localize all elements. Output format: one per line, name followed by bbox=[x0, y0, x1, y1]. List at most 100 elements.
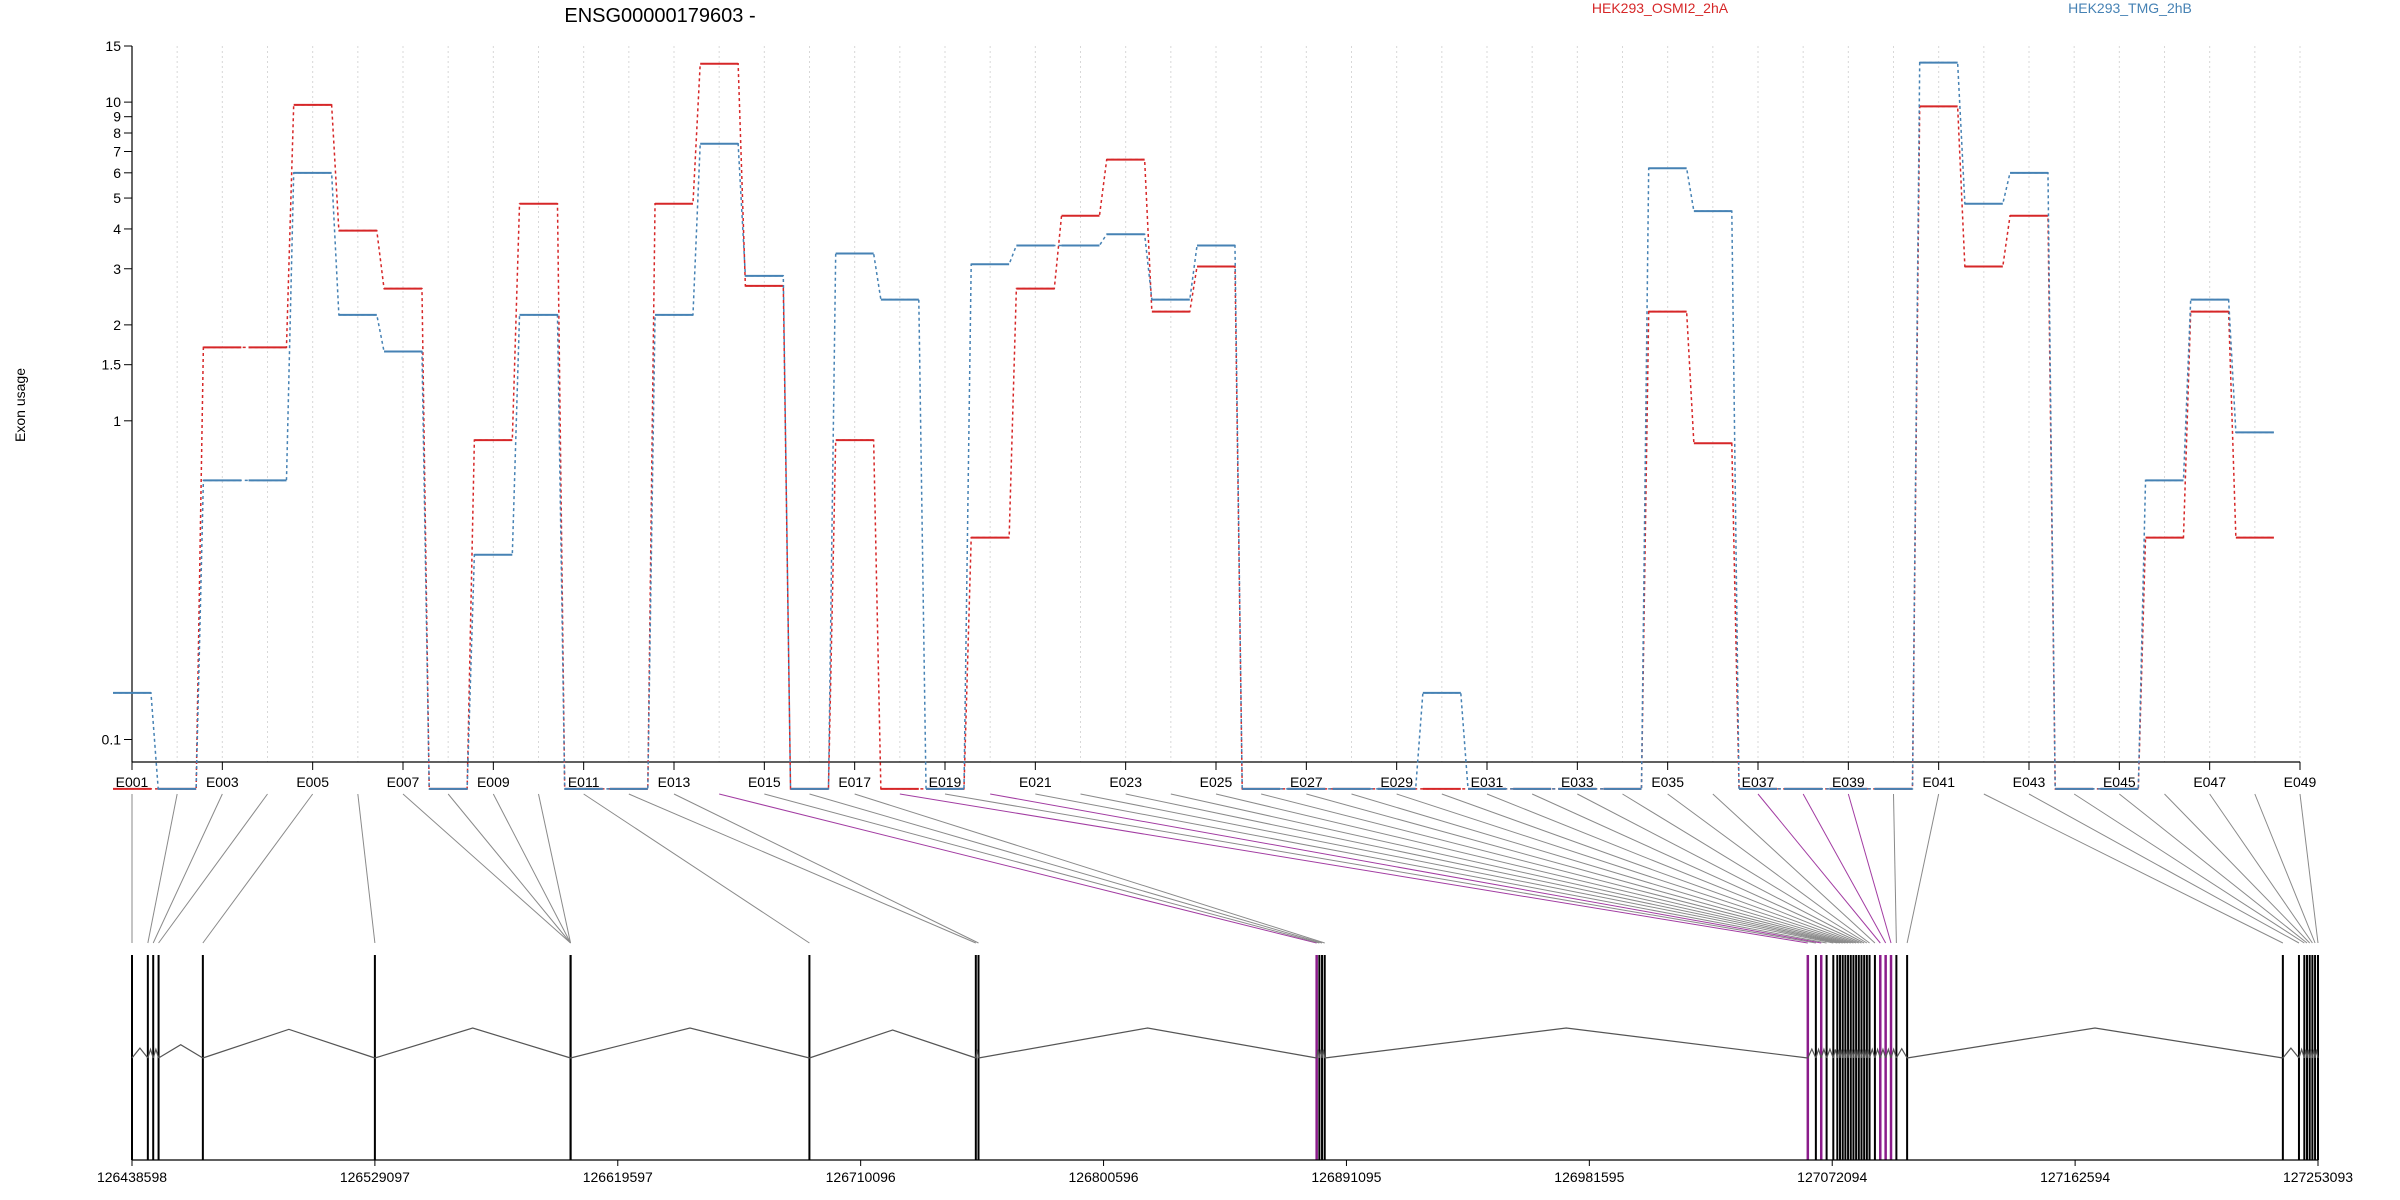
series-0-line bbox=[113, 62, 2274, 790]
connector-e027 bbox=[1306, 793, 1849, 944]
connector-e028 bbox=[1351, 793, 1851, 944]
intron bbox=[1863, 1049, 1868, 1059]
intron bbox=[2314, 1049, 2319, 1059]
x-tick-label: E043 bbox=[2013, 774, 2046, 790]
connector-e008 bbox=[447, 793, 571, 944]
genomic-tick-label: 126981595 bbox=[1554, 1169, 1624, 1185]
intron bbox=[1321, 1049, 1326, 1059]
connector-e037 bbox=[1757, 793, 1881, 944]
connector-e048 bbox=[2254, 793, 2316, 944]
connector-e021 bbox=[1035, 793, 1827, 944]
intron bbox=[975, 1049, 980, 1059]
x-tick-label: E001 bbox=[116, 774, 149, 790]
x-tick-label: E011 bbox=[568, 774, 600, 790]
intron bbox=[570, 1027, 810, 1059]
y-tick-label: 5 bbox=[113, 190, 121, 206]
connector-e042 bbox=[1983, 793, 2284, 944]
y-tick-label: 1.5 bbox=[102, 357, 122, 373]
connector-e007 bbox=[402, 793, 571, 944]
connector-e010 bbox=[538, 793, 572, 944]
connector-e033 bbox=[1577, 793, 1865, 944]
y-tick-label: 1 bbox=[113, 413, 121, 429]
connector-e014 bbox=[719, 793, 1317, 944]
connector-e036 bbox=[1712, 793, 1876, 944]
connector-e047 bbox=[2209, 793, 2313, 944]
intron bbox=[1832, 1049, 1838, 1059]
intron bbox=[2298, 1047, 2305, 1059]
y-tick-label: 2 bbox=[113, 317, 121, 333]
intron bbox=[2309, 1049, 2313, 1059]
connector-e049 bbox=[2299, 793, 2319, 944]
y-tick-label: 0.1 bbox=[102, 732, 122, 748]
connector-e017 bbox=[854, 793, 1325, 944]
genomic-tick-label: 127162594 bbox=[2040, 1169, 2110, 1185]
intron bbox=[1820, 1047, 1828, 1059]
series-1 bbox=[113, 61, 2274, 790]
x-tick-label: E019 bbox=[929, 774, 962, 790]
connector-e018 bbox=[899, 793, 1808, 944]
intron bbox=[1885, 1047, 1892, 1059]
connector-e005 bbox=[202, 793, 314, 944]
x-tick-label: E021 bbox=[1019, 774, 1052, 790]
connector-e035 bbox=[1667, 793, 1870, 944]
y-axis-label: Exon usage bbox=[12, 368, 28, 442]
intron bbox=[158, 1043, 204, 1059]
x-tick-label: E049 bbox=[2284, 774, 2317, 790]
intron bbox=[809, 1029, 977, 1059]
genomic-tick-label: 126800596 bbox=[1069, 1169, 1139, 1185]
exon-axis: E001 E003 E005 E007 E009 E011 E013 E015 E017 E019… bbox=[116, 761, 2317, 790]
intron bbox=[2311, 1049, 2316, 1059]
intron bbox=[202, 1028, 376, 1059]
connector-e039 bbox=[1847, 793, 1892, 944]
intron bbox=[1826, 1047, 1834, 1059]
y-tick-label: 8 bbox=[113, 125, 121, 141]
connector-e025 bbox=[1215, 793, 1843, 944]
x-tick-label: E017 bbox=[838, 774, 871, 790]
connector-e009 bbox=[492, 793, 571, 944]
genomic-tick-label: 126529097 bbox=[340, 1169, 410, 1185]
connector-e006 bbox=[357, 793, 376, 944]
y-tick-label: 3 bbox=[113, 261, 121, 277]
connector-e030 bbox=[1441, 793, 1857, 944]
y-axis: 0.1 1 1.5 2 3 4 5 6 7 8910 15 bbox=[102, 38, 133, 762]
intron bbox=[1866, 1049, 1871, 1059]
connector-e019 bbox=[944, 793, 1816, 944]
exon-connectors bbox=[131, 793, 2319, 944]
connector-e012 bbox=[628, 793, 977, 944]
connector-e015 bbox=[764, 793, 1320, 944]
intron bbox=[1907, 1027, 2283, 1059]
intron bbox=[1852, 1049, 1857, 1059]
intron bbox=[374, 1027, 571, 1059]
connector-e003 bbox=[152, 793, 223, 944]
x-tick-label: E027 bbox=[1290, 774, 1323, 790]
x-tick-label: E023 bbox=[1109, 774, 1142, 790]
intron bbox=[1324, 1027, 1808, 1059]
connector-e020 bbox=[990, 793, 1822, 944]
connector-e023 bbox=[1125, 793, 1838, 944]
connector-e040 bbox=[1893, 793, 1897, 944]
gene-model bbox=[131, 955, 2319, 1160]
y-tick-label: 4 bbox=[113, 221, 121, 237]
intron bbox=[1879, 1047, 1887, 1059]
y-tick-label: 7 bbox=[113, 143, 121, 159]
genomic-tick-label: 126710096 bbox=[826, 1169, 896, 1185]
intron bbox=[1874, 1047, 1881, 1059]
x-tick-label: E037 bbox=[1742, 774, 1775, 790]
x-tick-label: E029 bbox=[1380, 774, 1413, 790]
y-tick-label: 9 bbox=[113, 109, 121, 125]
intron bbox=[1858, 1049, 1863, 1059]
connector-e026 bbox=[1261, 793, 1846, 944]
genomic-axis: 126438598 126529097 126619597 126710096 1268… bbox=[97, 1159, 2353, 1185]
exon-gridlines bbox=[131, 46, 2301, 762]
connector-e046 bbox=[2164, 793, 2311, 944]
connector-e004 bbox=[158, 793, 268, 944]
intron bbox=[1815, 1047, 1822, 1059]
legend-entry-tmg: HEK293_TMG_2hB bbox=[2068, 0, 2192, 16]
intron bbox=[1316, 1049, 1320, 1059]
intron bbox=[978, 1027, 1317, 1059]
intron bbox=[1868, 1047, 1876, 1059]
legend-entry-osmi2: HEK293_OSMI2_2hA bbox=[1592, 0, 1729, 16]
connector-e022 bbox=[1080, 793, 1834, 944]
x-tick-label: E031 bbox=[1471, 774, 1504, 790]
